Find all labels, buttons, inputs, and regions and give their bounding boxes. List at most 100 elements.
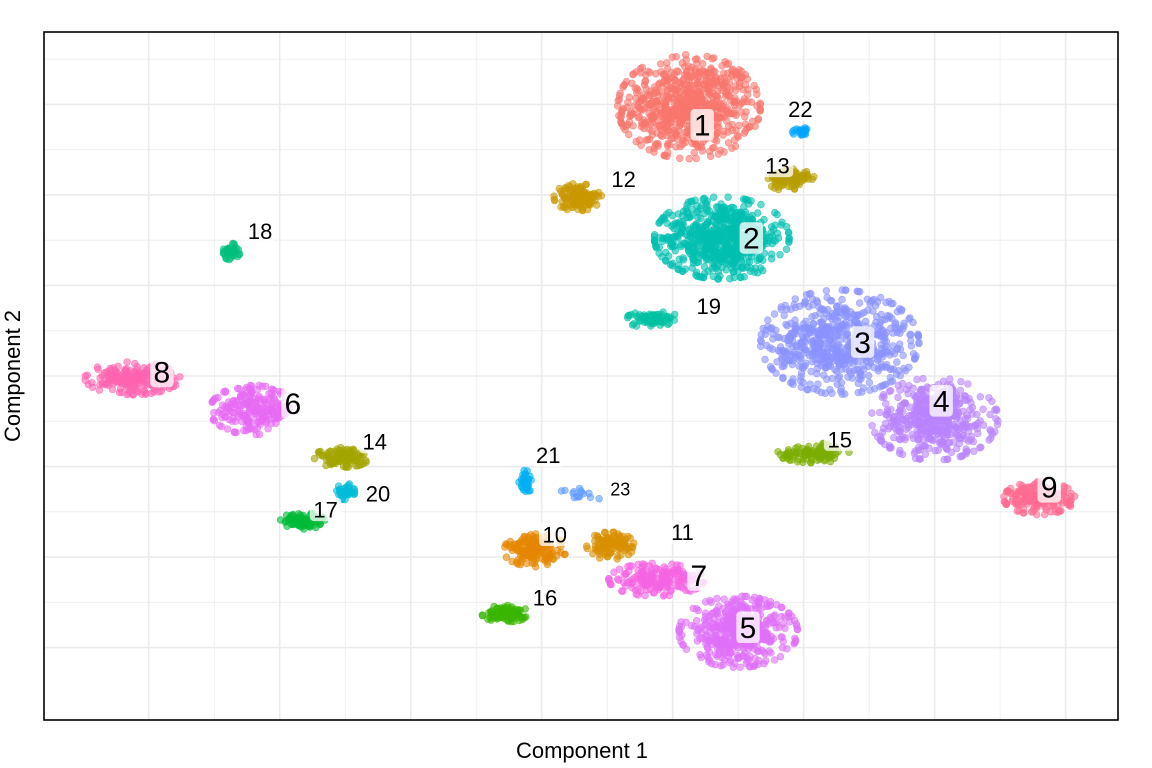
data-point (218, 401, 227, 409)
data-point (665, 208, 673, 217)
data-point (854, 379, 862, 388)
data-point (639, 560, 647, 568)
cluster-label-text: 11 (671, 520, 694, 545)
data-point (595, 495, 603, 503)
data-point (649, 105, 657, 113)
data-point (847, 319, 855, 327)
data-point (579, 203, 587, 211)
cluster-label-15: 15 (823, 427, 856, 452)
data-point (946, 375, 954, 383)
data-point (985, 394, 993, 402)
data-point (906, 314, 914, 322)
data-point (694, 72, 702, 80)
cluster-label-7: 7 (687, 559, 711, 593)
data-point (722, 266, 730, 274)
cluster-2-points (650, 193, 793, 283)
data-point (878, 382, 886, 390)
data-point (687, 197, 696, 205)
data-point (736, 602, 744, 611)
data-point (887, 324, 895, 332)
data-point (634, 101, 642, 110)
data-point (722, 117, 731, 125)
cluster-label-21: 21 (532, 443, 564, 468)
data-point (561, 550, 569, 558)
data-point (771, 611, 779, 619)
data-point (714, 624, 722, 632)
data-point (801, 298, 809, 307)
data-point (632, 137, 640, 146)
data-point (502, 553, 511, 561)
data-point (870, 385, 879, 393)
data-point (588, 196, 596, 205)
data-point (616, 533, 624, 542)
data-point (712, 137, 721, 145)
data-point (770, 656, 779, 664)
data-point (810, 348, 818, 356)
data-point (221, 387, 230, 395)
data-point (760, 648, 768, 656)
data-point (652, 314, 660, 323)
data-point (858, 388, 866, 396)
data-point (640, 124, 648, 133)
data-point (555, 184, 563, 193)
data-point (512, 545, 521, 553)
data-point (806, 325, 815, 333)
data-point (111, 370, 119, 378)
data-point (342, 483, 350, 491)
data-point (941, 443, 950, 452)
data-point (768, 324, 776, 332)
data-point (770, 310, 779, 318)
data-point (893, 358, 901, 366)
data-point (728, 249, 737, 257)
data-point (1000, 497, 1009, 506)
data-point (758, 621, 766, 629)
data-point (627, 311, 635, 319)
data-point (650, 233, 659, 241)
data-point (741, 127, 750, 135)
data-point (840, 360, 849, 368)
cluster-label-2: 2 (739, 222, 763, 256)
data-point (684, 241, 692, 250)
data-point (868, 422, 876, 430)
cluster-label-17: 17 (309, 497, 342, 522)
data-point (603, 552, 611, 561)
data-point (778, 346, 786, 355)
data-point (722, 242, 731, 251)
data-point (692, 605, 701, 613)
data-point (639, 95, 648, 103)
data-point (785, 332, 793, 340)
data-point (718, 101, 726, 110)
data-point (1032, 510, 1041, 519)
data-point (659, 234, 667, 242)
data-point (630, 539, 638, 547)
data-point (564, 182, 573, 190)
data-point (1024, 497, 1032, 505)
data-point (865, 378, 874, 387)
data-point (726, 624, 734, 632)
data-point (668, 89, 676, 98)
data-point (731, 596, 740, 605)
data-point (123, 358, 131, 366)
data-point (642, 572, 651, 581)
data-point (708, 609, 717, 617)
data-point (721, 608, 730, 616)
data-point (629, 70, 638, 78)
data-point (882, 400, 890, 408)
data-point (801, 447, 810, 455)
data-point (896, 345, 905, 354)
data-point (707, 241, 715, 250)
data-point (668, 259, 677, 268)
data-point (716, 662, 725, 670)
data-point (557, 487, 566, 495)
data-point (909, 410, 917, 418)
data-point (819, 329, 828, 337)
data-point (84, 380, 93, 389)
data-point (620, 80, 629, 89)
data-point (356, 461, 364, 469)
data-point (766, 344, 774, 352)
cluster-label-text: 13 (765, 153, 789, 178)
cluster-label-1: 1 (690, 109, 714, 143)
data-point (661, 256, 670, 265)
data-point (746, 264, 755, 272)
